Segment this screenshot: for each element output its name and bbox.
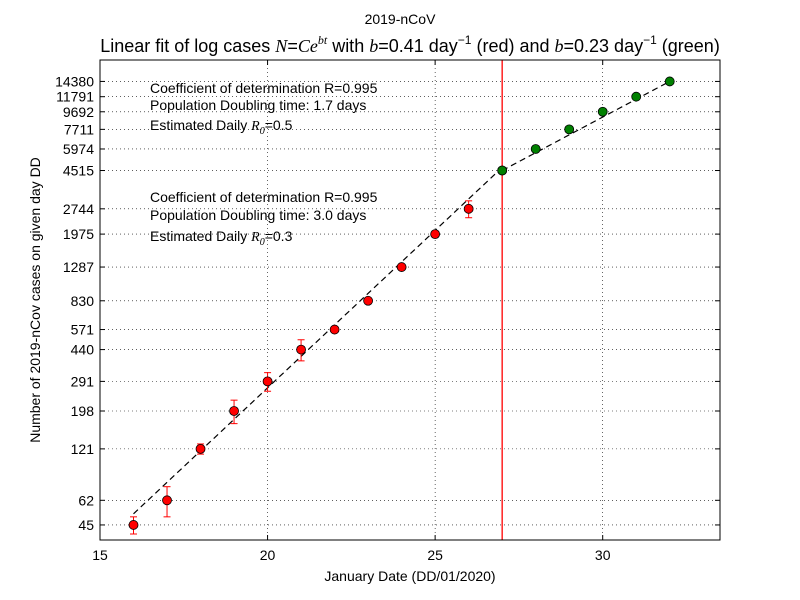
annotation-1-line2: Population Doubling time: 1.7 days <box>150 97 366 113</box>
y-tick-label: 4515 <box>63 163 94 179</box>
subtitle-b2-label: (green) <box>657 36 720 56</box>
data-point-red <box>396 262 407 272</box>
y-tick-label: 9692 <box>63 104 94 120</box>
annotation-2-r0-symbol: R <box>250 230 260 245</box>
subtitle-b1-label: (red) and <box>471 36 554 56</box>
x-tick-label: 25 <box>427 547 443 563</box>
data-point-green <box>664 76 675 87</box>
annotation-1-r0-value: =0.5 <box>265 117 293 133</box>
y-tick-label: 11791 <box>56 89 94 105</box>
grid-layer <box>99 60 720 540</box>
annotation-1-line3: Estimated Daily R0=0.5 <box>150 117 293 137</box>
subtitle-formula-e: e <box>310 36 318 56</box>
data-point-green <box>497 165 508 176</box>
y-tick-label: 2744 <box>63 201 94 217</box>
subtitle-b1-exp: −1 <box>458 33 472 47</box>
data-point-red <box>262 376 273 387</box>
data-point-green <box>597 106 608 117</box>
data-point-red <box>296 344 306 355</box>
data-point-red <box>195 443 206 454</box>
y-tick-label: 121 <box>71 441 95 457</box>
data-point-green <box>564 124 575 135</box>
annotation-1-r0-sub: 0 <box>260 126 265 137</box>
data-point-red <box>162 495 172 506</box>
subtitle-b2-var: b <box>555 36 564 56</box>
y-tick-label: 45 <box>78 517 94 533</box>
y-tick-label: 440 <box>71 342 95 358</box>
annotation-2-prefix: Estimated Daily <box>150 228 251 244</box>
y-tick-label: 571 <box>71 322 95 338</box>
y-tick-label: 7711 <box>64 121 94 137</box>
annotation-2: Coefficient of determination R=0.995 Pop… <box>150 189 378 248</box>
subtitle-b1-var: b <box>369 36 378 56</box>
x-axis-label: January Date (DD/01/2020) <box>324 568 495 584</box>
fit-layer <box>133 80 671 515</box>
x-tick-label: 20 <box>260 547 276 563</box>
subtitle-b2-exp: −1 <box>643 33 657 47</box>
ticks-layer: 15 20 25 30 45 62 121 198 291 440 571 830 1287 1975 27… <box>55 60 720 563</box>
y-tick-label: 291 <box>71 373 95 389</box>
y-axis-label: Number of 2019-nCov cases on given day D… <box>27 157 43 443</box>
y-tick-label: 62 <box>78 492 94 508</box>
data-point-red <box>329 324 340 335</box>
y-tick-label: 14380 <box>55 73 94 89</box>
data-point-red <box>463 203 474 214</box>
annotation-1: Coefficient of determination R=0.995 Pop… <box>150 80 378 137</box>
subtitle-b1-eq: =0.41 day <box>378 36 458 56</box>
annotation-2-line1: Coefficient of determination R=0.995 <box>150 189 378 205</box>
annotation-1-r0-symbol: R <box>250 119 260 134</box>
y-tick-label: 198 <box>71 403 95 419</box>
subtitle-formula-exp: bt <box>318 33 328 47</box>
subtitle-formula-c: C <box>298 36 311 56</box>
data-point-red <box>128 520 139 530</box>
x-tick-label: 30 <box>595 547 611 563</box>
fit-line <box>501 80 671 172</box>
annotation-2-r0-value: =0.3 <box>265 228 293 244</box>
data-point-red <box>229 406 239 416</box>
y-tick-label: 5974 <box>63 141 94 157</box>
annotation-1-prefix: Estimated Daily <box>150 117 251 133</box>
data-point-red <box>363 295 374 306</box>
subtitle-formula-eq: = <box>287 36 298 56</box>
chart-title: 2019-nCoV <box>365 11 436 27</box>
x-tick-label: 15 <box>92 547 108 563</box>
subtitle-with: with <box>327 36 369 56</box>
points-layer <box>128 76 675 530</box>
annotation-1-line1: Coefficient of determination R=0.995 <box>150 80 378 96</box>
annotation-2-line3: Estimated Daily R0=0.3 <box>150 228 293 248</box>
data-point-green <box>530 144 541 154</box>
fit-line <box>133 166 503 515</box>
data-point-green <box>631 91 642 102</box>
subtitle-formula-n: N <box>274 36 288 56</box>
annotation-2-r0-sub: 0 <box>260 237 265 248</box>
y-tick-label: 830 <box>71 293 95 309</box>
subtitle-prefix: Linear fit of log cases <box>100 36 275 56</box>
y-tick-label: 1975 <box>63 226 94 242</box>
y-tick-label: 1287 <box>63 259 94 275</box>
chart-subtitle: Linear fit of log cases N=Cebt with b=0.… <box>100 33 720 56</box>
annotation-2-line2: Population Doubling time: 3.0 days <box>150 207 366 223</box>
data-point-red <box>430 229 441 240</box>
subtitle-b2-eq: =0.23 day <box>564 36 644 56</box>
plot-frame <box>99 59 721 541</box>
